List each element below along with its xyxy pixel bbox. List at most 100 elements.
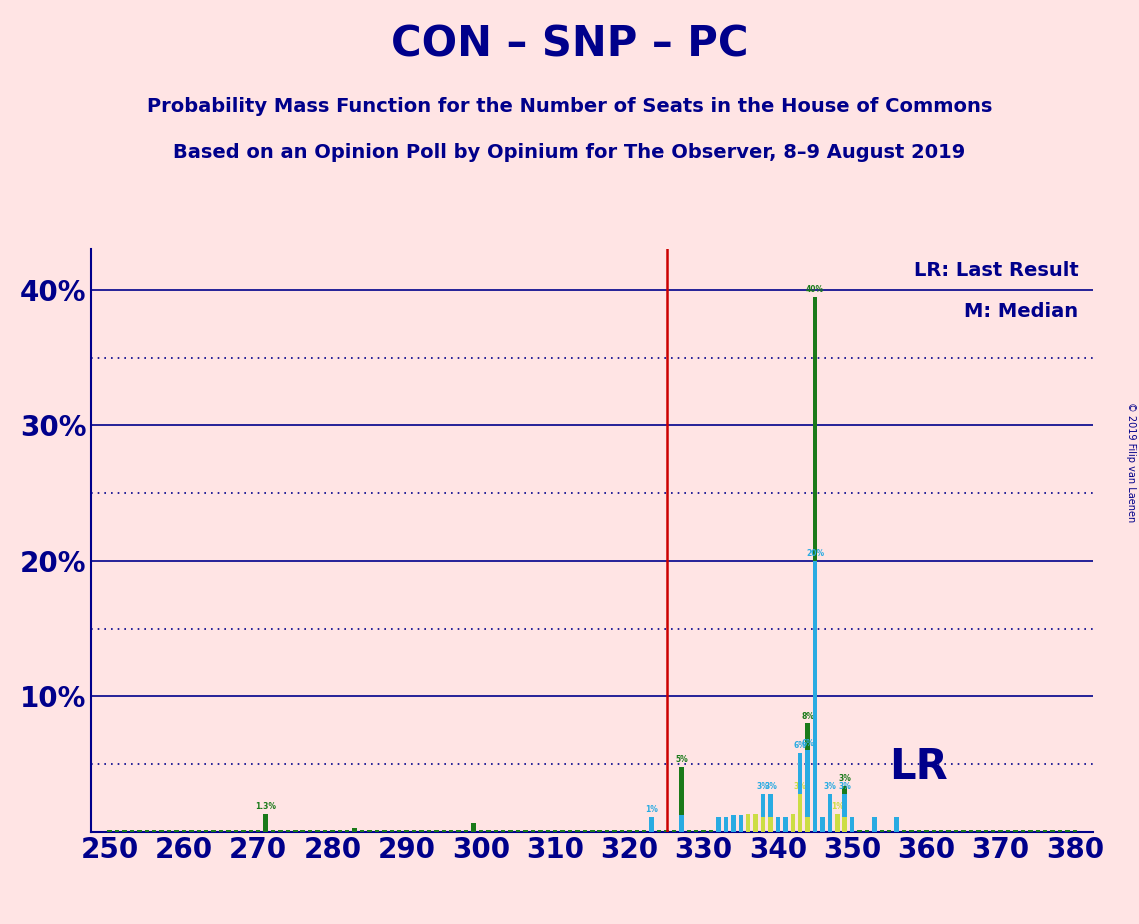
- Bar: [798, 794, 802, 832]
- Bar: [649, 817, 654, 832]
- Bar: [212, 831, 216, 832]
- Bar: [887, 831, 892, 832]
- Bar: [628, 831, 632, 832]
- Bar: [613, 831, 617, 832]
- Bar: [953, 831, 958, 832]
- Bar: [478, 831, 483, 832]
- Bar: [145, 831, 149, 832]
- Bar: [761, 831, 765, 832]
- Bar: [241, 831, 246, 832]
- Bar: [546, 831, 550, 832]
- Bar: [790, 831, 795, 832]
- Bar: [850, 817, 854, 832]
- Bar: [716, 817, 721, 832]
- Bar: [166, 831, 171, 832]
- Bar: [961, 831, 966, 832]
- Bar: [723, 831, 728, 832]
- Bar: [404, 831, 409, 832]
- Bar: [1029, 831, 1033, 832]
- Bar: [813, 561, 818, 832]
- Bar: [679, 815, 683, 832]
- Bar: [723, 817, 728, 832]
- Bar: [776, 831, 780, 832]
- Bar: [813, 297, 818, 832]
- Bar: [1006, 831, 1010, 832]
- Bar: [909, 831, 913, 832]
- Bar: [746, 814, 751, 832]
- Bar: [746, 815, 751, 832]
- Text: 6%: 6%: [801, 738, 814, 748]
- Bar: [761, 794, 765, 832]
- Bar: [843, 817, 847, 832]
- Bar: [501, 831, 506, 832]
- Bar: [286, 831, 290, 832]
- Bar: [137, 831, 141, 832]
- Bar: [1021, 831, 1025, 832]
- Bar: [263, 814, 268, 832]
- Bar: [976, 831, 981, 832]
- Bar: [731, 815, 736, 832]
- Bar: [390, 831, 394, 832]
- Bar: [968, 831, 973, 832]
- Bar: [768, 831, 772, 832]
- Bar: [434, 831, 439, 832]
- Bar: [820, 831, 825, 832]
- Bar: [738, 815, 743, 832]
- Bar: [383, 831, 386, 832]
- Bar: [182, 831, 186, 832]
- Bar: [493, 831, 498, 832]
- Bar: [835, 814, 839, 832]
- Bar: [790, 817, 795, 832]
- Text: 6%: 6%: [794, 741, 806, 750]
- Bar: [575, 831, 580, 832]
- Bar: [784, 817, 787, 832]
- Bar: [337, 831, 342, 832]
- Text: 1.3%: 1.3%: [255, 802, 276, 811]
- Bar: [227, 831, 231, 832]
- Text: CON – SNP – PC: CON – SNP – PC: [391, 23, 748, 65]
- Bar: [768, 817, 772, 832]
- Bar: [1014, 831, 1018, 832]
- Bar: [523, 831, 527, 832]
- Bar: [464, 831, 468, 832]
- Bar: [322, 831, 327, 832]
- Bar: [917, 831, 921, 832]
- Bar: [784, 831, 787, 832]
- Bar: [858, 831, 862, 832]
- Bar: [531, 831, 535, 832]
- Bar: [278, 831, 282, 832]
- Bar: [398, 831, 401, 832]
- Bar: [702, 831, 706, 832]
- Bar: [761, 817, 765, 832]
- Bar: [768, 794, 772, 832]
- Text: 3%: 3%: [764, 782, 777, 791]
- Bar: [151, 831, 156, 832]
- Bar: [708, 831, 713, 832]
- Bar: [716, 831, 721, 832]
- Text: 8%: 8%: [801, 711, 814, 721]
- Bar: [345, 831, 350, 832]
- Text: LR: Last Result: LR: Last Result: [913, 261, 1079, 280]
- Bar: [583, 831, 587, 832]
- Bar: [894, 817, 899, 832]
- Bar: [115, 831, 120, 832]
- Bar: [649, 831, 654, 832]
- Bar: [694, 831, 698, 832]
- Bar: [301, 831, 305, 832]
- Bar: [256, 831, 261, 832]
- Bar: [843, 785, 847, 832]
- Bar: [1058, 831, 1063, 832]
- Bar: [850, 831, 854, 832]
- Bar: [894, 831, 899, 832]
- Bar: [159, 831, 164, 832]
- Bar: [457, 831, 461, 832]
- Bar: [472, 823, 476, 832]
- Bar: [316, 831, 320, 832]
- Text: 1%: 1%: [830, 802, 844, 811]
- Text: 3%: 3%: [838, 774, 851, 783]
- Text: 3%: 3%: [756, 782, 770, 791]
- Text: 20%: 20%: [806, 549, 825, 558]
- Text: LR: LR: [890, 746, 948, 787]
- Bar: [130, 831, 134, 832]
- Text: Probability Mass Function for the Number of Seats in the House of Commons: Probability Mass Function for the Number…: [147, 97, 992, 116]
